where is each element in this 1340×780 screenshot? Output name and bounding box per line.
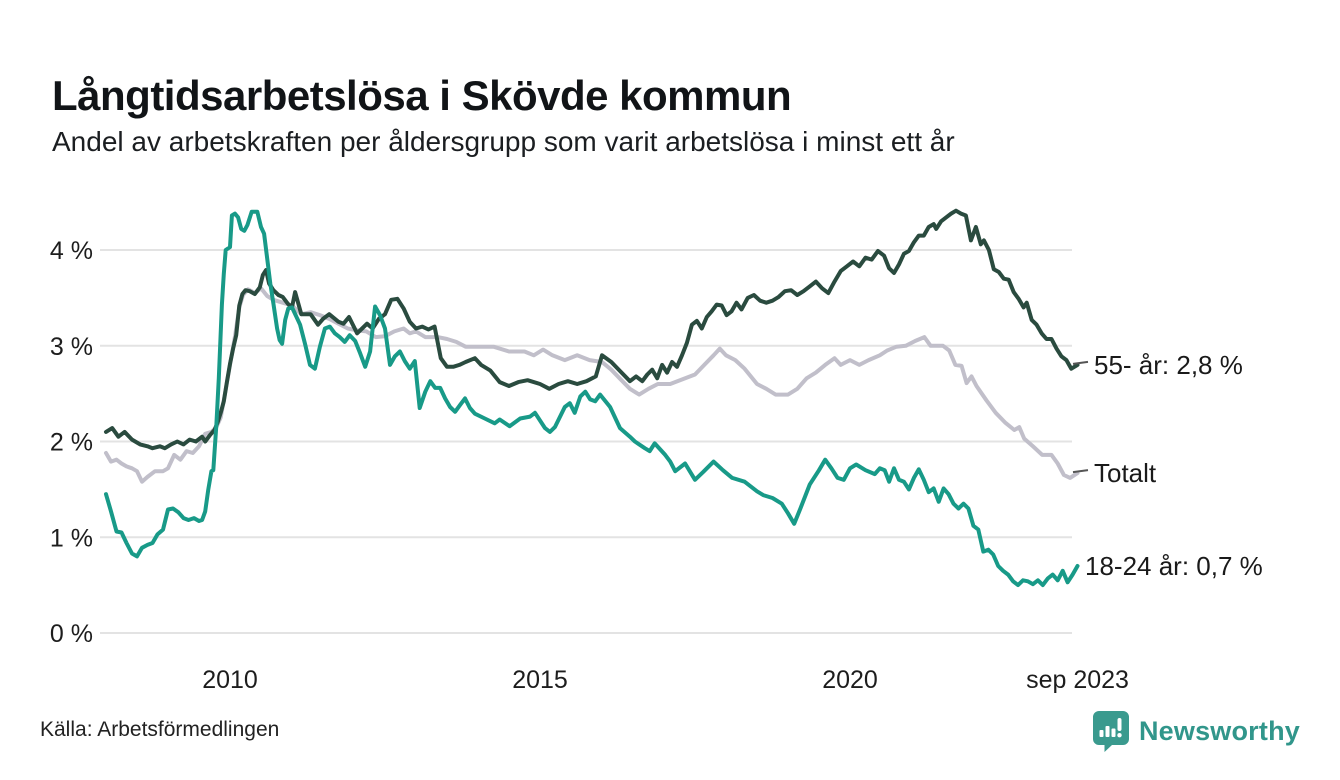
series-line-totalt [104,286,1080,484]
y-tick-label: 0 % [50,620,93,648]
source-note: Källa: Arbetsförmedlingen [40,718,280,741]
page-title: Långtidsarbetslösa i Skövde kommun [52,72,792,120]
label-connector [1072,469,1089,474]
x-tick-label: 2020 [822,666,878,694]
series-line-18-24-år [104,209,1080,588]
x-tick-label: sep 2023 [1026,666,1129,694]
y-tick-label: 2 % [50,429,93,457]
y-tick-label: 3 % [50,333,93,361]
series-end-label-55--år: 55- år: 2,8 % [1094,350,1243,380]
y-tick-label: 4 % [50,237,93,265]
newsworthy-wordmark: Newsworthy [1138,715,1300,746]
y-tick-label: 1 % [50,524,93,552]
series-end-label-totalt: Totalt [1094,458,1157,488]
x-tick-label: 2015 [512,666,568,694]
series-line-55--år [104,208,1080,451]
x-tick-label: 2010 [202,666,258,694]
newsworthy-bubble-chart-icon [1092,710,1130,752]
label-connector [1072,360,1089,365]
chart-subtitle: Andel av arbetskraften per åldersgrupp s… [52,126,955,157]
newsworthy-logo: Newsworthy [1092,708,1300,754]
series-end-label-18-24-år: 18-24 år: 0,7 % [1085,551,1263,581]
